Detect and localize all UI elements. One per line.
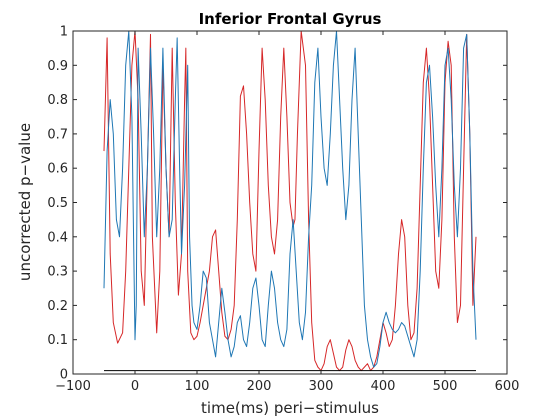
y-tick-label: 0 (60, 368, 68, 383)
y-tick-label: 0.7 (47, 127, 68, 142)
series-line-2 (103, 30, 477, 368)
x-tick-label: 100 (185, 379, 210, 394)
y-tick-label: 1 (60, 25, 68, 40)
x-axis-label: time(ms) peri−stimulus (201, 399, 379, 417)
y-tick-label: 0.3 (47, 265, 68, 280)
x-tick-label: −100 (55, 379, 91, 394)
x-tick-label: 500 (433, 379, 458, 394)
series-layer (103, 30, 477, 372)
x-tick-label: 400 (371, 379, 396, 394)
x-tick-label: 300 (309, 379, 334, 394)
y-tick-label: 0.9 (47, 59, 68, 74)
x-tick-label: 0 (131, 379, 139, 394)
y-tick-label: 0.4 (47, 230, 68, 245)
y-tick-label: 0.2 (47, 299, 68, 314)
y-axis-label: uncorrected p−value (16, 123, 34, 281)
x-tick-label: 200 (247, 379, 272, 394)
tick-layer: −100 0 100 200 300 400 500 60000.10.20.30.40.50… (47, 25, 519, 395)
y-tick-label: 0.5 (47, 196, 68, 211)
y-tick-label: 0.6 (47, 162, 68, 177)
y-tick-label: 0.1 (47, 333, 68, 348)
chart-title: Inferior Frontal Gyrus (199, 10, 382, 28)
y-tick-label: 0.8 (47, 93, 68, 108)
x-tick-label: 600 (495, 379, 520, 394)
